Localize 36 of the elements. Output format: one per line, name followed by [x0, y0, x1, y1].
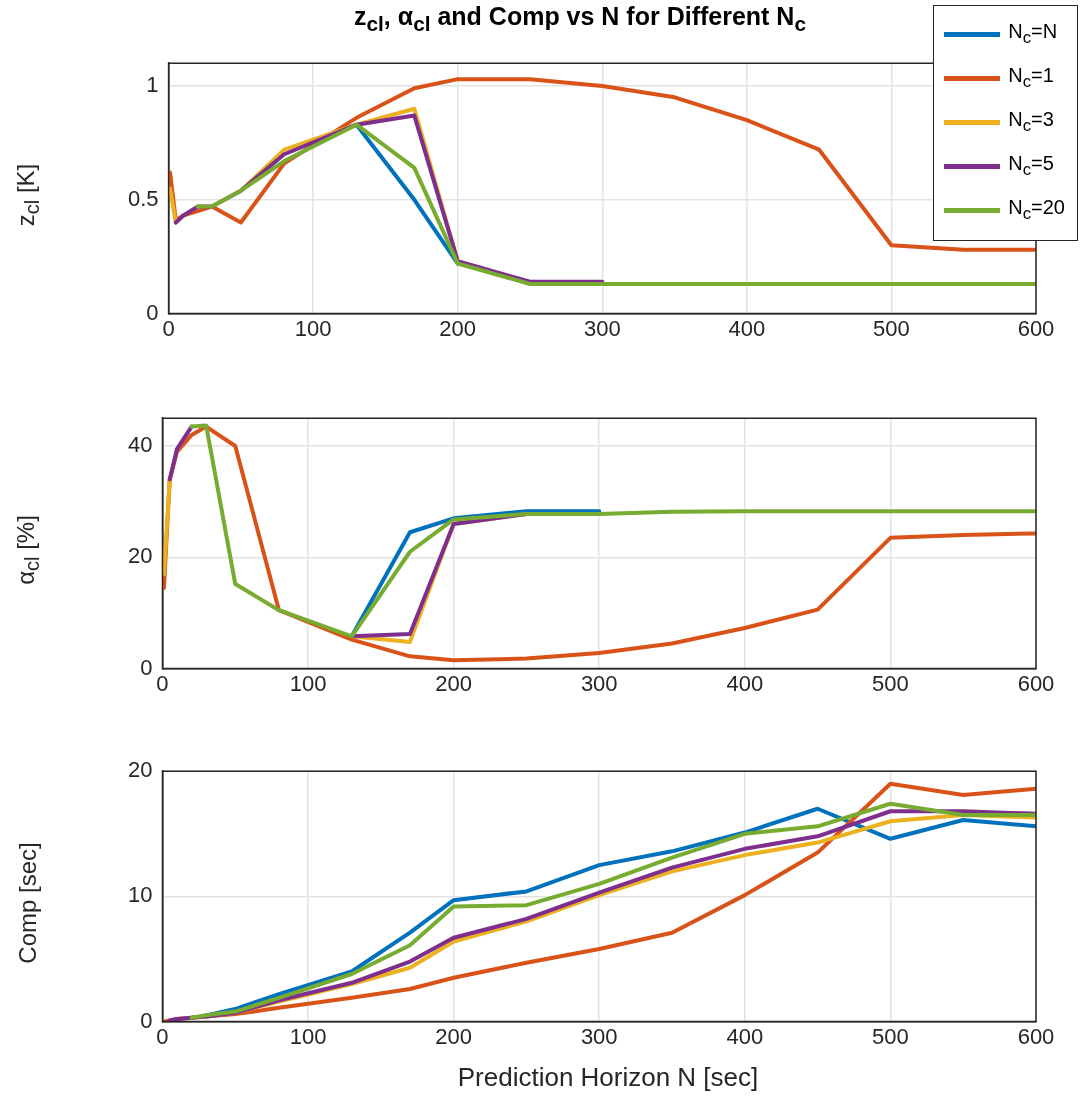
x-tick-label: 400 [728, 315, 766, 341]
x-tick-label: 600 [1017, 670, 1055, 696]
x-tick-label: 300 [583, 315, 621, 341]
y-tick-label: 0 [140, 1007, 153, 1033]
x-tick-label: 100 [294, 315, 332, 341]
y-tick-label: 1 [146, 72, 159, 98]
legend-label: N$_{c}$=1 [1008, 64, 1054, 92]
x-tick-label: 200 [439, 315, 477, 341]
legend-label: N$_{c}$=N [1008, 20, 1058, 48]
y-axis-title: Comp [sec] [14, 842, 42, 964]
legend-label: N$_{c}$=20 [1008, 196, 1065, 224]
y-tick-label: 20 [127, 757, 153, 783]
chart-title: z$_{cl}$, α$_{cl}$ and Comp vs N for Different N$_{c}$ [353, 2, 807, 35]
x-tick-label: 300 [580, 1023, 618, 1049]
x-tick-label: 0 [162, 315, 175, 341]
x-tick-label: 600 [1017, 1023, 1055, 1049]
x-tick-label: 100 [289, 670, 327, 696]
x-axis-title: Prediction Horizon N [sec] [456, 1062, 760, 1093]
y-tick-label: 40 [127, 432, 153, 458]
y-tick-label: 0 [146, 299, 159, 325]
y-tick-label: 20 [127, 543, 153, 569]
legend-label: N$_{c}$=3 [1008, 108, 1054, 136]
x-tick-label: 500 [872, 670, 909, 696]
x-tick-label: 400 [726, 670, 764, 696]
x-tick-label: 100 [289, 1023, 327, 1049]
x-tick-label: 300 [580, 670, 618, 696]
y-tick-label: 0.5 [127, 185, 159, 211]
x-tick-label: 500 [872, 1023, 909, 1049]
y-tick-label: 10 [127, 882, 153, 908]
legend-label: N$_{c}$=5 [1008, 152, 1054, 180]
x-tick-label: 400 [726, 1023, 764, 1049]
x-tick-label: 200 [435, 1023, 473, 1049]
x-tick-label: 500 [873, 315, 910, 341]
x-tick-label: 200 [435, 670, 473, 696]
y-tick-label: 0 [140, 654, 153, 680]
x-tick-label: 600 [1017, 315, 1055, 341]
